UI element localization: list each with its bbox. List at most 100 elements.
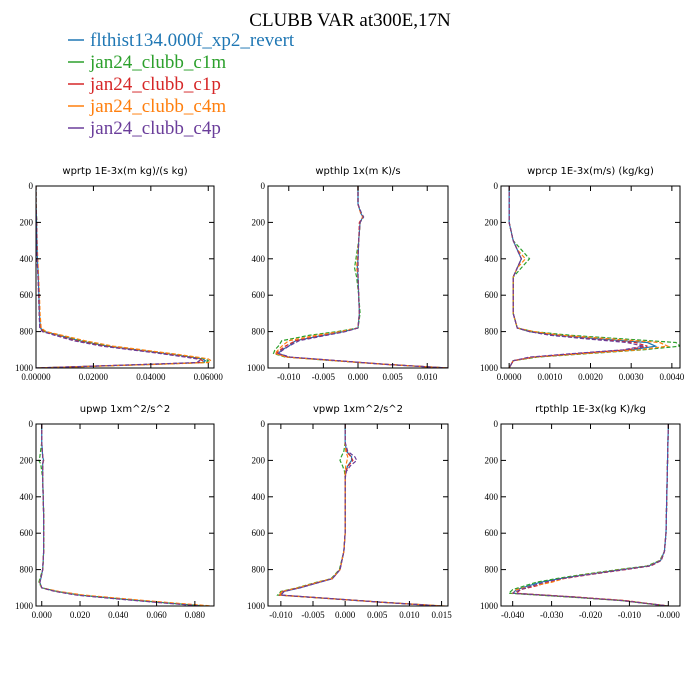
series-line [39,424,201,606]
series-line [515,424,669,606]
panels: wprtp 1E-3x(m kg)/(s kg) 0 200 400 600 800 100… [15,166,685,620]
series-line [38,424,213,606]
y-tick-label: 800 [485,565,499,575]
y-tick-label: 600 [252,528,266,538]
y-tick-label: 800 [485,327,499,337]
x-tick-label: 0.060 [146,610,167,620]
panel-title: wpthlp 1x(m K)/s [315,166,400,177]
y-tick-label: 1000 [15,601,34,611]
y-tick-label: 400 [20,254,34,264]
series-line [507,424,669,606]
panel-3: wprcp 1E-3x(m/s) (kg/kg) 0 200 400 600 800 100… [480,166,685,382]
y-tick-label: 200 [252,217,266,227]
x-tick-label: -0.030 [540,610,564,620]
x-tick-label: 0.04000 [136,372,166,382]
panel-title: vpwp 1xm^2/s^2 [313,404,403,415]
y-tick-label: 0 [494,181,499,191]
panel-frame [35,423,215,607]
series-line [36,186,201,368]
y-tick-label: 400 [485,254,499,264]
series-line [36,186,213,368]
x-tick-label: 0.020 [70,610,91,620]
series-line [36,186,210,368]
y-tick-label: 0 [29,419,34,429]
series-line [278,424,442,606]
y-tick-label: 600 [485,528,499,538]
x-tick-label: 0.0000 [497,372,522,382]
x-tick-label: 0.040 [108,610,129,620]
series-line [36,186,207,368]
panel-title: upwp 1xm^2/s^2 [80,404,170,415]
legend-entry: jan24_clubb_c1m [89,52,226,73]
y-tick-label: 0 [29,181,34,191]
legend: flthist134.000f_xp2_revertjan24_clubb_c1… [68,30,295,139]
x-tick-label: 0.0020 [578,372,603,382]
y-tick-label: 800 [20,327,34,337]
figure-title: CLUBB VAR at300E,17N [249,10,451,31]
x-tick-label: -0.010 [277,372,301,382]
y-tick-label: 800 [252,565,266,575]
x-tick-label: 0.005 [367,610,388,620]
panel-2: wpthlp 1x(m K)/s 0 200 400 600 800 1000 -0.010 -… [247,166,449,382]
y-tick-label: 1000 [247,601,266,611]
panel-frame [35,185,215,369]
x-tick-label: 0.0030 [619,372,644,382]
y-tick-label: 1000 [15,363,34,373]
y-tick-label: 200 [485,217,499,227]
legend-entry: jan24_clubb_c4p [89,118,221,139]
panel-1: wprtp 1E-3x(m kg)/(s kg) 0 200 400 600 800 100… [15,166,223,382]
y-tick-label: 400 [20,492,34,502]
x-tick-label: 0.06000 [194,372,224,382]
series-line [277,186,448,368]
x-tick-label: -0.000 [657,610,681,620]
panel-frame [500,423,681,607]
series-line [39,424,205,606]
x-tick-label: -0.010 [618,610,642,620]
series-line [277,424,445,606]
x-tick-label: 0.0010 [537,372,562,382]
series-line [508,186,658,368]
x-tick-label: -0.040 [501,610,525,620]
series-line [508,186,680,368]
y-tick-label: 200 [20,455,34,465]
series-line [36,186,204,368]
y-tick-label: 200 [20,217,34,227]
y-tick-label: 0 [261,419,266,429]
x-tick-label: 0.080 [185,610,206,620]
legend-entry: jan24_clubb_c4m [89,96,226,117]
series-line [512,424,669,606]
x-tick-label: 0.000 [32,610,53,620]
y-tick-label: 1000 [247,363,266,373]
x-tick-label: 0.010 [399,610,420,620]
series-line [277,186,448,368]
y-tick-label: 400 [485,492,499,502]
series-line [279,424,442,606]
y-tick-label: 800 [252,327,266,337]
y-tick-label: 600 [252,290,266,300]
series-line [279,424,441,606]
panel-frame [267,423,449,607]
x-tick-label: 0.02000 [79,372,109,382]
x-tick-label: 0.0040 [659,372,684,382]
x-tick-label: -0.005 [312,372,336,382]
y-tick-label: 0 [261,181,266,191]
legend-entry: jan24_clubb_c1p [89,74,221,95]
y-tick-label: 200 [252,455,266,465]
y-tick-label: 200 [485,455,499,465]
x-tick-label: 0.000 [335,610,356,620]
panel-5: vpwp 1xm^2/s^2 0 200 400 600 800 1000-0.010 -0.… [247,404,452,620]
series-line [39,424,203,606]
series-line [276,424,443,606]
legend-entry: flthist134.000f_xp2_revert [90,30,295,51]
y-tick-label: 0 [494,419,499,429]
panel-frame [500,185,681,369]
x-tick-label: 0.005 [382,372,403,382]
panel-title: wprcp 1E-3x(m/s) (kg/kg) [527,166,654,177]
series-line [511,424,669,606]
x-tick-label: 0.000 [348,372,369,382]
y-tick-label: 1000 [480,601,499,611]
x-tick-label: 0.015 [431,610,452,620]
x-tick-label: 0.010 [417,372,438,382]
